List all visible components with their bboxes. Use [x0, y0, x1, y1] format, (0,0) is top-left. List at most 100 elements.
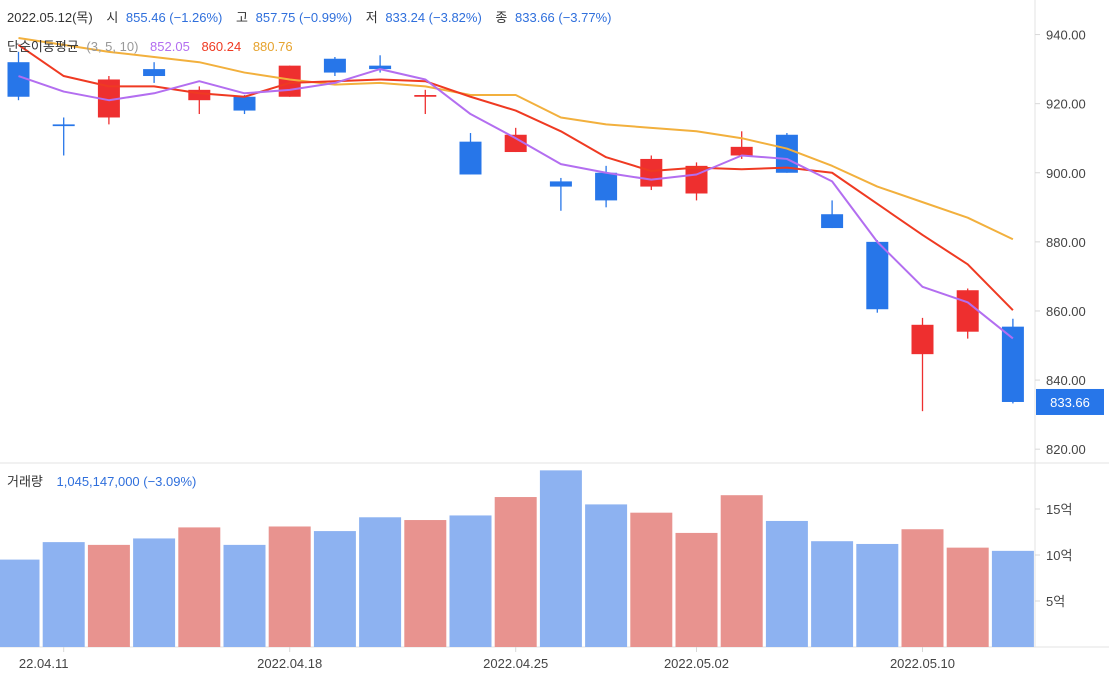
volume-bar: [675, 532, 718, 647]
ohlc-close-label: 종: [495, 10, 507, 25]
volume-bar: [87, 544, 130, 647]
volume-bar: [404, 520, 447, 647]
date-tick-label: 2022.04.18: [257, 656, 322, 671]
volume-bar: [946, 547, 989, 647]
price-axis: 940.00 920.00 900.00 880.00 860.00 840.00 820.…: [1035, 28, 1086, 457]
candle-body: [323, 58, 346, 73]
ma3-line: [18, 68, 1014, 340]
candle-body: [595, 172, 618, 201]
ma10-line: [18, 37, 1014, 241]
volume-legend: 거래량 1,045,147,000 (−3.09%): [7, 474, 196, 489]
date-tick-label: 22.04.11: [19, 656, 69, 671]
candle: [775, 133, 798, 173]
volume-legend-label: 거래량: [7, 474, 43, 489]
volume-bar: [539, 470, 582, 647]
candle-body: [459, 141, 482, 175]
price-tick-label: 880.00: [1046, 235, 1086, 250]
candle: [549, 177, 572, 211]
candle-body: [188, 89, 211, 101]
candle-body: [504, 134, 527, 153]
ohlc-high-value: 857.75 (−0.99%): [256, 10, 352, 25]
candle-body: [233, 96, 256, 111]
candle-body: [369, 65, 392, 70]
candle: [730, 131, 753, 159]
ma5-line: [17, 44, 1014, 311]
candle-body: [640, 158, 663, 187]
candle: [143, 62, 166, 83]
volume-bar: [178, 527, 221, 647]
volume-bar: [494, 497, 537, 647]
ohlc-low-label: 저: [366, 10, 378, 25]
candle: [459, 133, 482, 175]
candle-body: [549, 181, 572, 187]
ohlc-high-label: 고: [236, 10, 248, 25]
candle: [821, 200, 844, 229]
ma-legend-ma3: 852.05: [150, 39, 190, 54]
volume-tick-label: 5억: [1046, 594, 1065, 609]
volume-bar: [856, 543, 899, 647]
volume-bar: [449, 515, 492, 647]
volume-bar: [585, 504, 628, 647]
candle-body: [775, 134, 798, 173]
volume-bar: [630, 512, 673, 647]
candle: [323, 57, 346, 77]
candle: [1001, 318, 1024, 404]
current-price-tag-text: 833.66: [1050, 395, 1090, 410]
candle: [414, 89, 437, 115]
ohlc-close-value: 833.66 (−3.77%): [515, 10, 611, 25]
volume-bar: [0, 559, 40, 647]
date-tick-label: 2022.04.25: [483, 656, 548, 671]
volume-bar: [991, 550, 1034, 647]
ohlc-open-value: 855.46 (−1.26%): [126, 10, 222, 25]
ma-legend-ma5: 860.24: [201, 39, 241, 54]
candle: [233, 95, 256, 115]
current-price-tag-bg: [1036, 388, 1104, 415]
candle: [188, 86, 211, 115]
volume-bar: [133, 538, 176, 647]
ohlc-low-value: 833.24 (−3.82%): [385, 10, 481, 25]
candle-body: [821, 214, 844, 229]
volume-tick-label: 15억: [1046, 502, 1072, 517]
candle-body: [7, 62, 30, 97]
candle: [911, 317, 934, 412]
volume-bar: [765, 520, 808, 647]
price-tick-label: 920.00: [1046, 97, 1086, 112]
ma-legend-ma10: 880.76: [253, 39, 293, 54]
candle-body: [685, 165, 708, 194]
ma-legend-label: 단순이동평균: [7, 39, 79, 54]
candle-body: [97, 79, 120, 118]
price-tick-label: 840.00: [1046, 373, 1086, 388]
volume-bar: [811, 541, 854, 647]
candle-body: [730, 146, 753, 156]
price-tick-label: 900.00: [1046, 166, 1086, 181]
volume-tick-label: 10억: [1046, 548, 1072, 563]
ohlc-open-label: 시: [106, 10, 118, 25]
candle-body: [52, 124, 75, 127]
candle-body: [866, 241, 889, 310]
candle-body: [956, 290, 979, 332]
ohlc-legend: 2022.05.12(목) 시 855.46 (−1.26%) 고 857.75…: [7, 10, 612, 25]
date-axis: 22.04.11 2022.04.18 2022.04.25 2022.05.02 20…: [19, 647, 955, 671]
volume-bar: [720, 495, 763, 647]
candle-body: [143, 69, 166, 77]
volume-bar: [901, 529, 944, 647]
volume-legend-value: 1,045,147,000 (−3.09%): [57, 474, 197, 489]
current-price-tag: 833.66: [1036, 388, 1104, 415]
candle: [640, 155, 663, 191]
volume-bars: [0, 470, 1034, 647]
candle: [52, 117, 75, 156]
price-tick-label: 820.00: [1046, 442, 1086, 457]
volume-axis: 15억 10억 5억: [1035, 502, 1072, 609]
moving-average-lines: [17, 37, 1014, 340]
candle: [504, 127, 527, 153]
candle: [956, 288, 979, 339]
candles: [7, 51, 1024, 412]
volume-bar: [359, 517, 402, 647]
price-tick-label: 860.00: [1046, 304, 1086, 319]
ma-legend-params: (3, 5, 10): [86, 39, 138, 54]
date-tick-label: 2022.05.02: [664, 656, 729, 671]
candle: [866, 240, 889, 313]
price-tick-label: 940.00: [1046, 28, 1086, 43]
volume-bar: [268, 526, 311, 647]
